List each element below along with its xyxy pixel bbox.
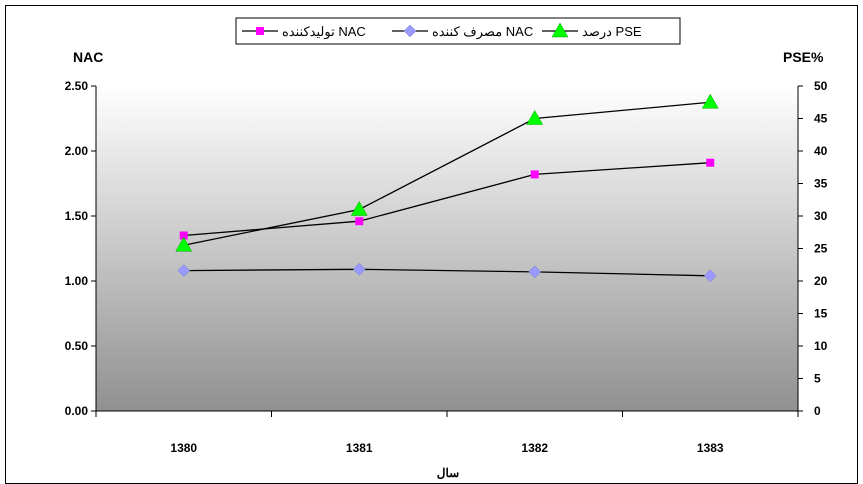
x-tick-label: 1381 <box>346 441 373 455</box>
left-axis-title: NAC <box>73 49 103 65</box>
series-triangle <box>175 93 719 252</box>
data-point <box>352 262 366 276</box>
series-diamond <box>177 262 717 283</box>
right-tick-label: 45 <box>814 112 828 126</box>
x-tick-label: 1382 <box>521 441 548 455</box>
right-tick-label: 15 <box>814 307 828 321</box>
legend-item: درصد PSE <box>542 22 642 40</box>
data-point <box>701 93 719 109</box>
plot-area <box>96 86 798 411</box>
left-tick-label: 1.50 <box>65 209 89 223</box>
data-point <box>350 200 368 216</box>
legend-label: تولیدکننده NAC <box>282 24 366 40</box>
data-point <box>706 158 715 167</box>
legend: تولیدکننده NAC مصرف کننده NAC درصد PSE <box>235 17 681 45</box>
legend-item: تولیدکننده NAC <box>242 24 366 40</box>
right-tick-label: 10 <box>814 339 828 353</box>
left-tick-label: 0.50 <box>65 339 89 353</box>
legend-marker <box>256 27 264 35</box>
data-point <box>530 170 539 179</box>
right-tick-label: 5 <box>814 372 821 386</box>
data-point <box>703 269 717 283</box>
legend-item: مصرف کننده NAC <box>392 24 533 40</box>
right-tick-label: 30 <box>814 209 828 223</box>
data-point <box>179 231 188 240</box>
series-line <box>183 162 711 237</box>
right-tick-label: 35 <box>814 177 828 191</box>
legend-label: درصد PSE <box>582 24 642 40</box>
data-point <box>175 236 193 252</box>
x-axis-title: سال <box>437 466 459 480</box>
legend-marker <box>403 24 417 38</box>
data-point <box>177 264 191 277</box>
series-line <box>183 268 711 277</box>
right-tick-label: 25 <box>814 242 828 256</box>
legend-box <box>235 17 681 45</box>
right-tick-label: 40 <box>814 144 828 158</box>
left-tick-label: 1.00 <box>65 274 89 288</box>
series-square <box>179 158 715 240</box>
data-point <box>355 217 364 226</box>
left-tick-label: 2.50 <box>65 79 89 93</box>
series-line <box>183 101 711 246</box>
legend-label: مصرف کننده NAC <box>432 24 533 40</box>
data-point <box>526 109 544 125</box>
data-point <box>528 265 542 279</box>
x-tick-label: 1380 <box>170 441 197 455</box>
x-tick-label: 1383 <box>697 441 724 455</box>
legend-marker <box>551 22 569 38</box>
right-tick-label: 20 <box>814 274 828 288</box>
left-tick-label: 2.00 <box>65 144 89 158</box>
right-tick-label: 50 <box>814 79 828 93</box>
left-tick-label: 0.00 <box>65 404 89 418</box>
right-axis-title: PSE% <box>783 49 824 65</box>
right-tick-label: 0 <box>814 404 821 418</box>
